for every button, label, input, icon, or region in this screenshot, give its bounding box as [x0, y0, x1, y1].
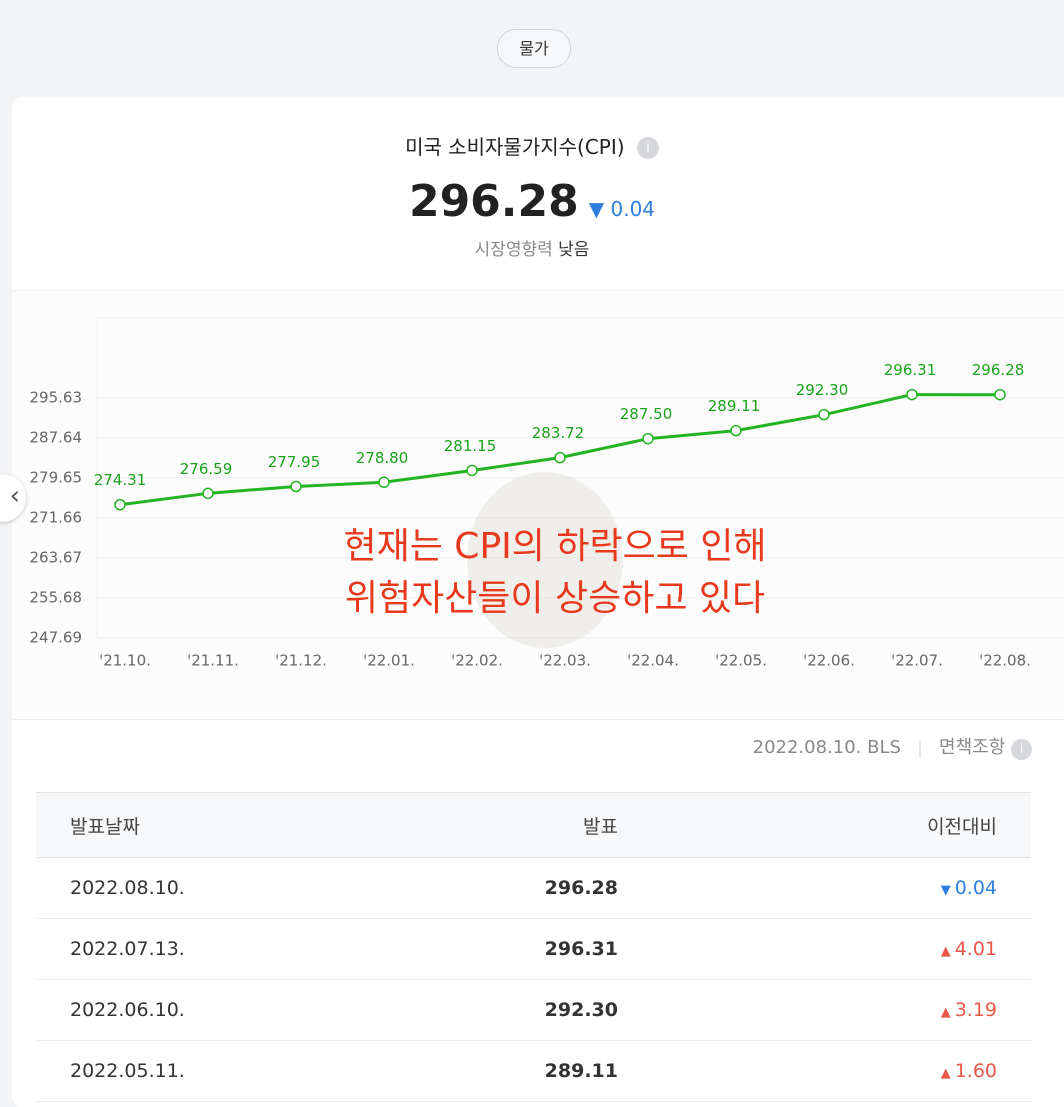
cell-text: 2022.06.10. — [70, 999, 185, 1021]
column-header: 발표 — [451, 792, 619, 858]
title-text: 미국 소비자물가지수(CPI) — [405, 135, 625, 159]
data-point — [730, 424, 742, 437]
change-value: 0.04 — [610, 197, 656, 221]
table-row: 2022.06.10. 292.30 ▲ 3.19 — [36, 979, 1031, 1041]
table-row: 2022.07.13. 296.31 ▲ 4.01 — [36, 918, 1031, 980]
annotation: 위험자산들이 상승하고 있다 — [345, 578, 765, 619]
data-point — [642, 432, 654, 445]
data-label: 289.11 — [708, 397, 761, 415]
table-cell: ▲ 3.19 — [619, 979, 1031, 1041]
cell-text: 289.11 — [544, 1060, 618, 1082]
x-tick-label: '22.06. — [803, 652, 855, 670]
info-icon[interactable]: i — [1011, 739, 1032, 760]
column-header: 이전대비 — [619, 792, 1031, 858]
data-point — [466, 464, 478, 477]
source: 2022.08.10. BLS | 면책조항 i — [753, 733, 1032, 760]
cell-text: 2022.07.13. — [70, 938, 185, 960]
table-cell: 296.31 — [451, 918, 619, 980]
data-label: 296.31 — [884, 361, 937, 379]
table-cell: ▲ 1.60 — [619, 1040, 1031, 1102]
table-cell: 2022.07.13. — [36, 918, 451, 980]
x-tick-label: '22.04. — [627, 652, 679, 670]
y-tick-label: 247.69 — [30, 629, 83, 647]
cell-text: 3.19 — [954, 999, 997, 1021]
data-point — [202, 487, 214, 500]
data-point — [378, 476, 390, 489]
y-tick-label: 279.65 — [30, 469, 83, 487]
data-label: 296.28 — [972, 361, 1025, 379]
table-cell: 289.11 — [451, 1040, 619, 1102]
table-row: 2022.05.11. 289.11 ▲ 1.60 — [36, 1040, 1031, 1102]
table-cell: ▼ 0.04 — [619, 857, 1031, 919]
table-row: 2022.08.10. 296.28 ▼ 0.04 — [36, 857, 1031, 919]
y-tick-label: 263.67 — [30, 549, 83, 567]
y-tick-label: 295.63 — [30, 389, 83, 407]
x-tick-label: '22.07. — [891, 652, 943, 670]
x-tick-label: '22.03. — [539, 652, 591, 670]
impact-value: 낮음 — [558, 240, 590, 260]
x-tick-label: '21.11. — [187, 652, 239, 670]
change: ▼ 0.04 — [589, 197, 655, 221]
cell-text: 296.31 — [544, 938, 618, 960]
cell-text: 1.60 — [954, 1060, 997, 1082]
data-point — [994, 388, 1006, 401]
current-value: 296.28 — [408, 176, 579, 227]
x-tick-label: '22.05. — [715, 652, 767, 670]
cell-text: 296.28 — [544, 877, 618, 899]
change-arrow: ▼ — [940, 883, 951, 898]
change-arrow: ▼ — [588, 197, 605, 221]
value-row: 296.28 ▼ 0.04 — [0, 176, 1064, 227]
table-cell: 2022.05.11. — [36, 1040, 451, 1102]
column-header: 발표날짜 — [36, 792, 451, 858]
data-label: 278.80 — [356, 449, 409, 467]
info-icon[interactable]: i — [636, 137, 659, 159]
x-tick-label: '22.01. — [363, 652, 415, 670]
history-table: 발표날짜 발표 이전대비 2022.08.10. 296.28 ▼ 0.04 2022.… — [36, 792, 1031, 1102]
x-tick-label: '22.02. — [451, 652, 503, 670]
cell-text: 0.04 — [954, 877, 997, 899]
change-arrow: ▲ — [940, 1005, 951, 1020]
data-point — [554, 451, 566, 464]
data-point — [290, 480, 302, 493]
category-tab[interactable]: 물가 — [497, 29, 571, 68]
table-cell: 2022.08.10. — [36, 857, 451, 919]
impact: 시장영향력 낮음 — [0, 235, 1064, 260]
table-cell: 296.28 — [451, 857, 619, 919]
chart: 247.69 255.68 263.67 271.66 279.65 287.64 295.… — [30, 317, 1064, 670]
data-point — [906, 388, 918, 401]
data-label: 283.72 — [532, 424, 585, 442]
table-cell: ▲ 4.01 — [619, 918, 1031, 980]
table-cell: 292.30 — [451, 979, 619, 1041]
y-tick-label: 287.64 — [30, 429, 83, 447]
data-label: 274.31 — [94, 471, 147, 489]
data-label: 281.15 — [444, 437, 497, 455]
x-tick-label: '22.08. — [979, 652, 1031, 670]
data-label: 276.59 — [180, 460, 233, 478]
cell-text: 292.30 — [544, 999, 618, 1021]
data-point — [114, 498, 126, 511]
y-tick-label: 271.66 — [30, 509, 83, 527]
change-arrow: ▲ — [940, 1066, 951, 1081]
overlay-image — [467, 472, 623, 648]
data-label: 287.50 — [620, 405, 673, 423]
annotation: 현재는 CPI의 하락으로 인해 — [344, 526, 767, 567]
disclaimer[interactable]: 면책조항 — [939, 737, 1006, 758]
impact-label: 시장영향력 — [474, 240, 553, 260]
change-arrow: ▲ — [940, 944, 951, 959]
source-date: 2022.08.10. BLS — [752, 737, 901, 758]
data-label: 277.95 — [268, 453, 321, 471]
cell-text: 2022.08.10. — [70, 877, 185, 899]
x-tick-label: '21.12. — [275, 652, 327, 670]
cell-text: 2022.05.11. — [70, 1060, 185, 1082]
y-tick-label: 255.68 — [30, 589, 83, 607]
table-cell: 2022.06.10. — [36, 979, 451, 1041]
title: 미국 소비자물가지수(CPI) i — [0, 131, 1064, 160]
cell-text: 4.01 — [954, 938, 997, 960]
x-tick-label: '21.10. — [99, 652, 151, 670]
data-point — [818, 408, 830, 421]
data-label: 292.30 — [796, 381, 849, 399]
